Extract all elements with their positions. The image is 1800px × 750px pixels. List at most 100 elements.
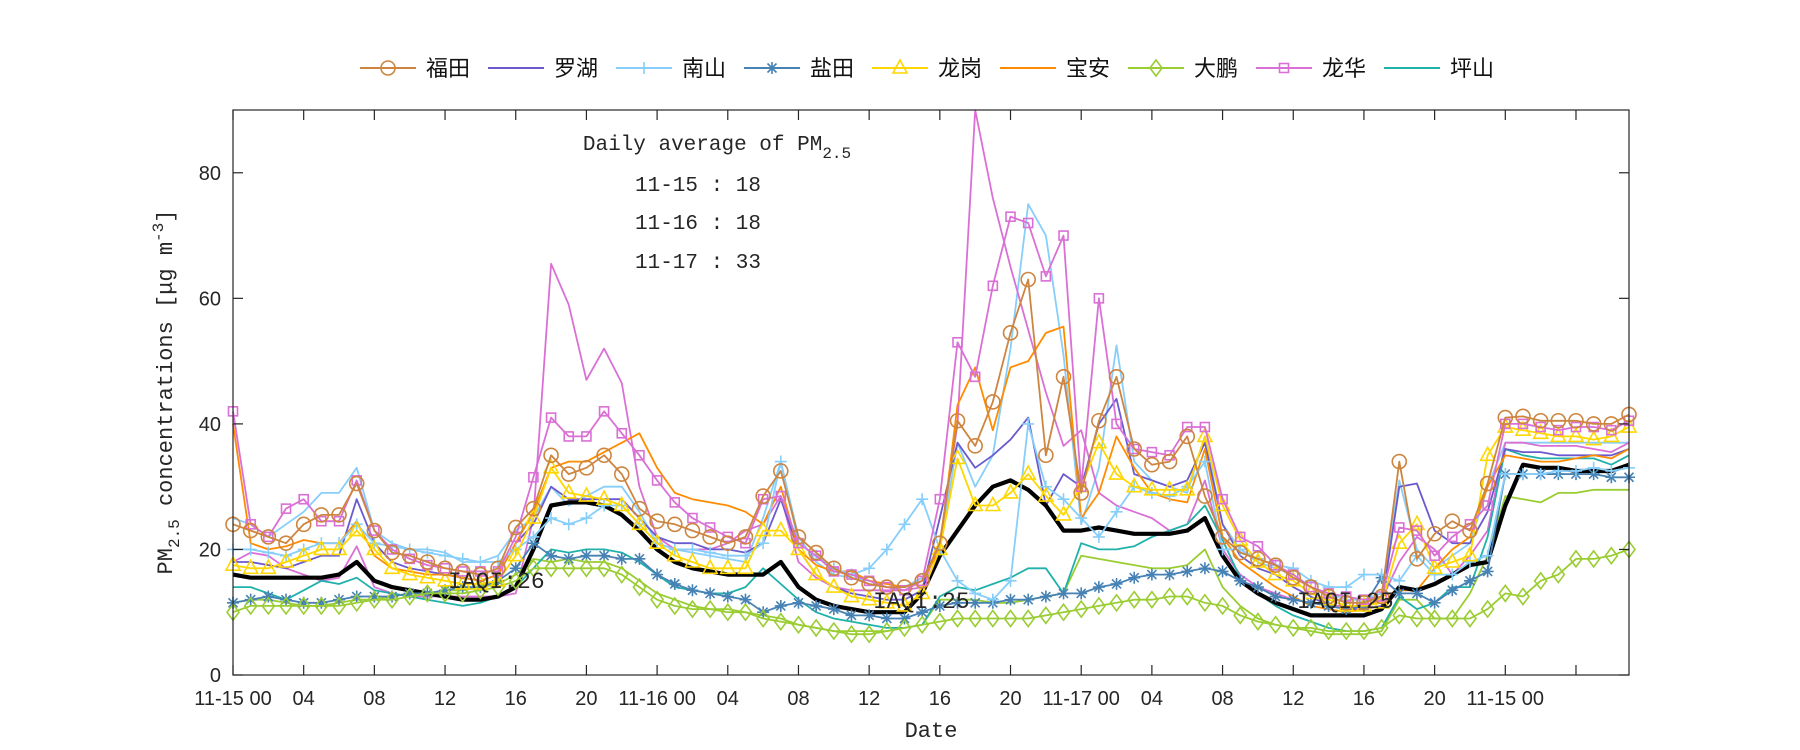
series-e7a68fe794b0-point <box>1444 513 1461 529</box>
daily-average-line-2: 11-16 : 18 <box>635 213 761 236</box>
series-e79b90e794b0-point <box>1145 568 1158 581</box>
series-e5a4a7e9b98f-point <box>1339 621 1354 641</box>
series-e7a68fe794b0-point <box>1356 595 1372 611</box>
daily-average-box: Daily average of PM2.5 11-15 : 18 11-16 … <box>583 134 851 275</box>
series-e5a4a7e9b98f-point <box>1109 593 1124 613</box>
series-e7a68fe794b0-point <box>649 513 665 529</box>
series-e9be99e58d8e-point <box>1146 446 1158 458</box>
legend-item-e59daae5b1b1[interactable]: 坪山 <box>1384 57 1494 82</box>
series-e5a4a7e9b98f-point <box>1498 584 1513 603</box>
daily-average-line-3: 11-17 : 33 <box>635 252 761 275</box>
series-e7a68fe794b0-point <box>684 522 701 539</box>
series-e5a4a7e9b98f-point <box>1162 587 1177 606</box>
series-e9be99e58d8e-point <box>1128 443 1140 455</box>
series-e9be99e58d8e-point <box>545 412 557 423</box>
y-tick-label: 80 <box>199 163 221 185</box>
series-e7a68fe794b0-point <box>366 522 383 539</box>
legend-item-e9be99e5b297[interactable]: 龙岗 <box>872 57 982 82</box>
series-e5a4a7e9b98f-point <box>385 590 400 610</box>
legend-item-e5a4a7e9b98f[interactable]: 大鹏 <box>1128 57 1238 82</box>
series-e7a68fe794b0-point <box>1038 447 1054 464</box>
series-e79b90e794b0-point <box>1004 593 1017 606</box>
series-e58d97e5b1b1-point <box>368 537 381 550</box>
series-e58d97e5b1b1-point <box>951 574 964 587</box>
series-e9be99e5b297-point <box>631 514 648 531</box>
series-e79b90e794b0-point <box>774 599 787 612</box>
series-e79b90e794b0-point <box>333 593 346 606</box>
series-e5a4a7e9b98f-point <box>932 612 947 631</box>
series-e9be99e5b297-point <box>666 546 684 562</box>
y-axis-label-middle: concentrations [μg m <box>154 242 179 519</box>
series-e7a68fe794b0-point <box>560 466 577 482</box>
series-e7a68fe794b0-point <box>1391 453 1408 470</box>
series-e5a4a7e9b98f-point <box>402 587 417 606</box>
series-e58d97e5b1b1-point <box>704 546 717 559</box>
series-e7a68fe794b0-point <box>1161 453 1178 470</box>
series-e7a68fe794b0-point <box>1373 588 1390 605</box>
series-e7a68fe794b0-point <box>985 394 1001 410</box>
series-e9be99e58d8e-point <box>298 493 309 505</box>
series-e5a4a7e9b98f-point <box>420 584 435 603</box>
x-tick-label: 11-16 00 <box>618 688 695 710</box>
series-e5a4a7e9b98f-point <box>544 558 559 578</box>
series-e9be99e58d8e-point <box>1181 421 1193 433</box>
series-e79b90e794b0-point <box>1110 577 1123 590</box>
series-e7a68fe794b0-point <box>1303 579 1319 595</box>
series-e7a68fe794b0-point <box>401 547 418 564</box>
series-e5a4a7e9b98f-point <box>455 584 470 603</box>
series-e79b90e794b0-point <box>403 587 416 600</box>
series-e58d97e5b1b1-point <box>456 552 469 565</box>
series-e7a68fe794b0-point <box>1515 408 1531 425</box>
series-e7a68fe794b0-point <box>949 412 966 429</box>
legend-item-e7bd97e6b996[interactable]: 罗湖 <box>488 57 598 82</box>
legend-item-e79b90e794b0[interactable]: 盐田 <box>744 57 854 82</box>
y-axis-label-superscript: -3 <box>150 223 168 242</box>
legend-label: 坪山 <box>1450 57 1494 82</box>
series-e7a68fe794b0-point <box>861 576 877 592</box>
series-e58d97e5b1b1-point <box>1216 543 1229 556</box>
series-e9be99e5b297-point <box>1479 445 1496 462</box>
series-e9be99e5b297-point <box>1090 433 1108 449</box>
series-e9be99e5b297-point <box>931 539 949 556</box>
series-e7a68fe794b0-point <box>1073 485 1090 501</box>
series-e58d97e5b1b1-point <box>880 543 893 556</box>
series-e58d97e5b1b1-point <box>1198 455 1211 468</box>
series-e7a68fe794b0-point <box>772 463 789 479</box>
x-tick-label: 08 <box>1211 688 1233 710</box>
series-e9be99e58d8e-point <box>669 497 681 508</box>
legend-item-e9be99e58d8e[interactable]: 龙华 <box>1256 57 1366 82</box>
series-e9be99e58d8e-point <box>651 475 663 486</box>
series-e9be99e5b297-point <box>525 508 542 524</box>
series-e9be99e5b297-point <box>366 539 383 556</box>
series-e5a4a7e9b98f-point <box>703 599 718 619</box>
series-e79b90e794b0-point <box>527 537 540 550</box>
iaqi-annotation-2: IAQI:25 <box>873 589 970 615</box>
series-e79b90e794b0-point <box>1605 471 1618 484</box>
series-e79b90e794b0-point <box>810 599 823 612</box>
series-e58d97e5b1b1-point <box>315 537 328 550</box>
series-e7a68fe794b0-point <box>1426 525 1443 542</box>
series-e79b90e794b0-point <box>1039 590 1052 603</box>
series-e9be99e58d8e-point <box>1234 531 1246 543</box>
series-e9be99e5b297-point <box>949 448 966 465</box>
series-e5a4a7e9b98f-point <box>526 558 541 578</box>
x-tick-label: 12 <box>1282 688 1304 710</box>
series-e5a4a7e9b98f-point <box>915 615 930 635</box>
series-e9be99e58d8e-point <box>1482 500 1493 511</box>
series-e9be99e58d8e-point <box>1111 418 1122 430</box>
series-e7a68fe794b0-point <box>1197 488 1213 504</box>
series-e9be99e5b297-point <box>984 495 1002 512</box>
series-e5a4a7e9b98f-point <box>261 596 276 616</box>
series-e58d97e5b1b1-point <box>1340 581 1353 594</box>
legend-item-e58d97e5b1b1[interactable]: 南山 <box>616 57 726 82</box>
legend-item-e7a68fe794b0[interactable]: 福田 <box>360 57 470 82</box>
series-e79b90e794b0-point <box>845 609 858 622</box>
series-e58d97e5b1b1-point <box>1022 417 1035 430</box>
series-e7a68fe794b0-point <box>242 522 259 539</box>
legend-item-e5ae9de5ae89[interactable]: 宝安 <box>1000 57 1110 82</box>
series-e9be99e58d8e-point <box>1217 493 1228 505</box>
series-e7a68fe794b0-point <box>1179 428 1196 445</box>
series-e5a4a7e9b98f-point <box>950 609 965 628</box>
series-e7a68fe794b0-point <box>472 566 489 583</box>
series-e9be99e58d8e-point <box>1093 293 1105 304</box>
